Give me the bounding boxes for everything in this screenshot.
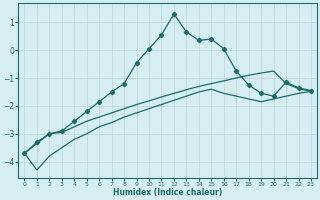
X-axis label: Humidex (Indice chaleur): Humidex (Indice chaleur): [113, 188, 222, 197]
